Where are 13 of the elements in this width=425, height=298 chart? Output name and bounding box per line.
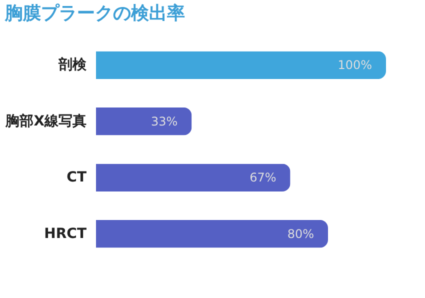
data-label: 67% (250, 170, 276, 185)
data-label: 33% (151, 114, 178, 128)
data-label: 100% (338, 58, 372, 72)
bar (96, 51, 386, 80)
chart-title: 胸膜プラークの検出率 (4, 3, 186, 24)
bar (96, 164, 290, 192)
y-tick-label: 剖検 (58, 56, 88, 74)
y-tick-label: CT (66, 170, 87, 186)
y-tick-label: 胸部X線写真 (4, 112, 86, 130)
bar (96, 107, 192, 136)
data-label: 80% (287, 226, 314, 241)
y-tick-label: HRCT (44, 226, 87, 242)
bar (96, 220, 328, 248)
